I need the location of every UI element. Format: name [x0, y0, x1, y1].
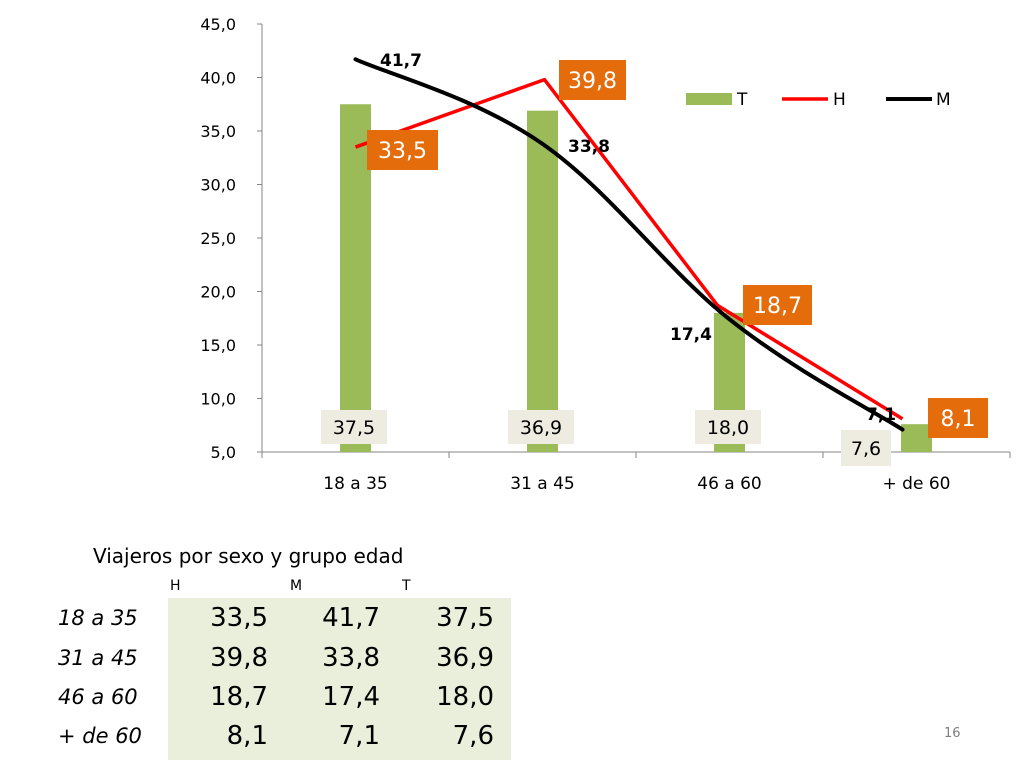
x-tick-label: 31 a 45	[510, 474, 575, 494]
cell-1-t: 36,9	[436, 643, 494, 673]
data-label-h: 33,5	[378, 139, 427, 164]
row-label-3: + de 60	[58, 724, 142, 748]
row-label-1: 31 a 45	[58, 646, 138, 670]
y-tick-label: 5,0	[211, 443, 236, 462]
legend-label-m: M	[936, 90, 951, 110]
cell-0-h: 33,5	[210, 603, 268, 633]
page-number: 16	[944, 726, 961, 741]
y-tick-label: 10,0	[200, 390, 236, 409]
cell-0-m: 41,7	[322, 603, 380, 633]
data-label-t-box	[695, 410, 761, 444]
y-tick-label: 35,0	[200, 122, 236, 141]
data-label-h: 39,8	[568, 69, 617, 94]
data-label-h: 8,1	[941, 407, 976, 432]
column-header-m: M	[290, 578, 303, 594]
cell-1-h: 39,8	[210, 643, 268, 673]
data-label-m: 41,7	[380, 51, 422, 71]
bar-t	[340, 104, 371, 452]
legend-label-h: H	[833, 90, 846, 110]
line-h	[354, 77, 904, 421]
data-label-h-box	[559, 60, 626, 100]
cell-3-h: 8,1	[226, 721, 268, 751]
data-label-t-box	[508, 410, 574, 444]
cell-3-m: 7,1	[338, 721, 380, 751]
cell-2-t: 18,0	[436, 682, 494, 712]
data-label-m: 17,4	[670, 325, 712, 345]
column-header-h: H	[170, 578, 181, 594]
data-label-h-box	[743, 285, 812, 325]
cell-3-t: 7,6	[452, 721, 494, 751]
table-title: Viajeros por sexo y grupo edad	[93, 544, 404, 568]
data-label-h-box	[928, 398, 988, 438]
y-tick-label: 40,0	[200, 69, 236, 88]
y-tick-label: 45,0	[200, 15, 236, 34]
bar-t	[527, 110, 558, 453]
data-label-h-box	[367, 130, 438, 170]
line-m	[353, 57, 905, 432]
cell-1-m: 33,8	[322, 643, 380, 673]
data-label-m: 7,1	[866, 405, 896, 425]
y-tick-label: 20,0	[200, 283, 236, 302]
y-tick-label: 15,0	[200, 336, 236, 355]
legend-label-t: T	[736, 90, 748, 110]
table-body-background	[168, 598, 511, 760]
y-tick-label: 25,0	[200, 229, 236, 248]
data-label-t: 7,6	[851, 438, 881, 460]
data-label-t-box	[321, 410, 387, 444]
cell-2-m: 17,4	[322, 682, 380, 712]
column-header-t: T	[402, 578, 411, 594]
data-label-h: 18,7	[753, 294, 802, 319]
cell-2-h: 18,7	[210, 682, 268, 712]
cell-0-t: 37,5	[436, 603, 494, 633]
row-label-2: 46 a 60	[58, 685, 138, 709]
data-label-m: 33,8	[568, 137, 610, 157]
x-tick-label: + de 60	[883, 474, 951, 494]
x-tick-label: 18 a 35	[323, 474, 388, 494]
data-label-t: 37,5	[333, 417, 375, 439]
data-label-t: 18,0	[707, 417, 749, 439]
legend-swatch-t	[686, 93, 732, 105]
x-tick-label: 46 a 60	[697, 474, 762, 494]
data-label-t-box	[841, 430, 891, 466]
y-tick-label: 30,0	[200, 176, 236, 195]
row-label-0: 18 a 35	[58, 606, 138, 630]
bar-t	[901, 424, 932, 452]
data-label-t: 36,9	[520, 417, 562, 439]
